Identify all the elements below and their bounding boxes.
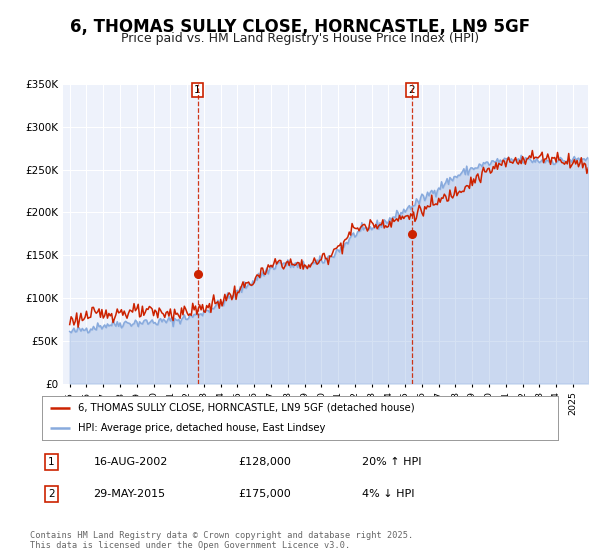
Text: 29-MAY-2015: 29-MAY-2015 <box>94 489 166 499</box>
Text: 16-AUG-2002: 16-AUG-2002 <box>94 457 168 467</box>
Text: 4% ↓ HPI: 4% ↓ HPI <box>362 489 415 499</box>
Text: 1: 1 <box>48 457 55 467</box>
Text: 6, THOMAS SULLY CLOSE, HORNCASTLE, LN9 5GF: 6, THOMAS SULLY CLOSE, HORNCASTLE, LN9 5… <box>70 18 530 36</box>
Text: 1: 1 <box>194 85 201 95</box>
Text: 6, THOMAS SULLY CLOSE, HORNCASTLE, LN9 5GF (detached house): 6, THOMAS SULLY CLOSE, HORNCASTLE, LN9 5… <box>78 403 415 413</box>
Text: 2: 2 <box>409 85 415 95</box>
Text: £128,000: £128,000 <box>238 457 291 467</box>
Text: Price paid vs. HM Land Registry's House Price Index (HPI): Price paid vs. HM Land Registry's House … <box>121 32 479 45</box>
Text: 2: 2 <box>48 489 55 499</box>
Text: Contains HM Land Registry data © Crown copyright and database right 2025.
This d: Contains HM Land Registry data © Crown c… <box>30 531 413 550</box>
Text: 20% ↑ HPI: 20% ↑ HPI <box>362 457 421 467</box>
Text: HPI: Average price, detached house, East Lindsey: HPI: Average price, detached house, East… <box>78 423 325 433</box>
Text: £175,000: £175,000 <box>238 489 291 499</box>
